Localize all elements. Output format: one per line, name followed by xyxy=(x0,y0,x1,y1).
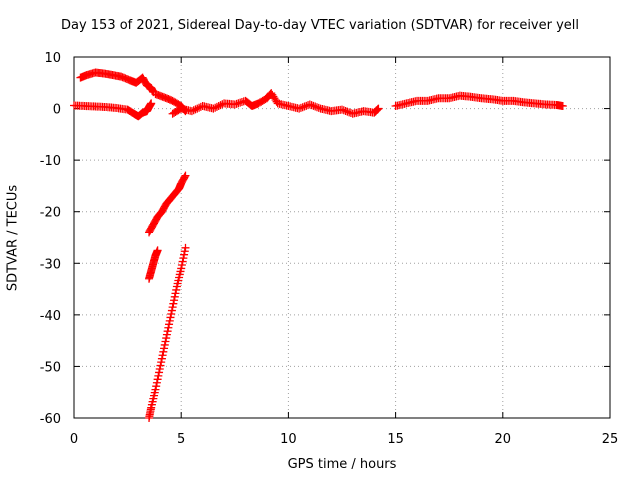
axis-ticks: 0 5 10 15 20 25 -60 -50 -40 -30 -20 -10 0 10 xyxy=(40,51,619,447)
plot-frame xyxy=(73,56,611,419)
x-tick-label: 20 xyxy=(495,432,512,447)
y-tick-label: -40 xyxy=(40,309,61,324)
data-point-marker xyxy=(212,102,221,111)
data-point-marker xyxy=(295,104,304,113)
data-point-marker xyxy=(160,340,169,349)
data-point-marker xyxy=(180,172,189,181)
data-point-marker xyxy=(158,351,167,360)
data-point-marker xyxy=(177,264,186,273)
data-point-marker xyxy=(178,257,187,266)
data-point-marker xyxy=(157,358,166,367)
y-tick-label: -10 xyxy=(40,154,61,169)
data-point-marker xyxy=(179,254,188,263)
x-tick-label: 10 xyxy=(280,432,297,447)
data-point-marker xyxy=(305,100,314,109)
data-point-marker xyxy=(155,368,164,377)
x-tick-label: 5 xyxy=(177,432,185,447)
data-point-marker xyxy=(343,107,352,116)
y-axis-label: SDTVAR / TECUs xyxy=(5,184,21,292)
data-point-marker xyxy=(180,247,189,256)
data-point-marker xyxy=(309,101,318,110)
data-point-marker xyxy=(209,104,218,113)
data-point-marker xyxy=(170,296,179,305)
data-point-marker xyxy=(181,243,190,252)
data-point-marker xyxy=(161,337,170,346)
data-point-marker xyxy=(166,313,175,322)
data-point-marker xyxy=(373,105,382,114)
data-point-marker xyxy=(167,306,176,315)
data-point-marker xyxy=(167,309,176,318)
x-axis-label: GPS time / hours xyxy=(287,457,397,472)
data-point-marker xyxy=(314,103,323,112)
data-point-marker xyxy=(374,104,383,113)
y-tick-label: -60 xyxy=(40,412,61,427)
data-point-marker xyxy=(373,105,382,114)
data-point-marker xyxy=(181,171,190,180)
data-point-marker xyxy=(338,105,346,114)
data-point-marker xyxy=(156,361,165,370)
y-tick-label: -50 xyxy=(40,360,61,375)
data-point-marker xyxy=(162,330,171,339)
plot-border xyxy=(73,56,611,419)
data-point-marker xyxy=(372,106,381,115)
data-point-marker xyxy=(147,99,156,108)
data-point-marker xyxy=(298,103,307,112)
data-point-marker xyxy=(311,102,320,111)
data-point-marker xyxy=(180,250,189,259)
data-point-marker xyxy=(154,371,163,380)
data-point-marker xyxy=(153,246,162,255)
data-point-marker xyxy=(339,106,348,115)
data-point-marker xyxy=(168,303,177,312)
data-point-marker xyxy=(216,101,225,110)
data-point-marker xyxy=(155,365,164,374)
data-point-marker xyxy=(163,327,172,336)
data-point-marker xyxy=(312,103,321,112)
data-point-marker xyxy=(193,104,202,113)
y-tick-label: -30 xyxy=(40,257,61,272)
x-tick-label: 25 xyxy=(602,432,619,447)
data-point-marker xyxy=(152,382,161,391)
data-point-marker xyxy=(345,108,354,117)
y-tick-label: 10 xyxy=(44,51,61,66)
data-point-marker xyxy=(164,323,173,332)
x-tick-label: 0 xyxy=(70,432,78,447)
data-point-marker xyxy=(177,261,186,270)
data-point-marker xyxy=(151,385,160,394)
chart-title: Day 153 of 2021, Sidereal Day-to-day VTE… xyxy=(60,18,580,33)
data-point-marker xyxy=(300,102,309,111)
data-point-marker xyxy=(162,334,171,343)
data-point-marker xyxy=(172,285,181,294)
data-point-marker xyxy=(191,105,200,114)
data-point-marker xyxy=(214,101,223,110)
y-tick-label: -20 xyxy=(40,206,61,221)
data-point-marker xyxy=(169,299,178,308)
data-point-marker xyxy=(157,354,166,363)
data-point-marker xyxy=(558,101,567,110)
y-tick-label: 0 xyxy=(53,103,61,118)
data-point-marker xyxy=(165,316,174,325)
data-point-marker xyxy=(159,347,168,356)
data-point-marker xyxy=(165,320,174,329)
data-point-marker xyxy=(160,344,169,353)
data-point-marker xyxy=(187,107,196,116)
data-point-marker xyxy=(153,375,162,384)
data-point-marker xyxy=(341,106,350,115)
data-point-marker xyxy=(302,101,311,110)
data-point-marker xyxy=(152,378,161,387)
data-point-marker xyxy=(195,103,204,112)
data-point-marker xyxy=(170,292,179,301)
data-point-marker xyxy=(307,101,316,110)
data-point-marker xyxy=(171,289,180,298)
x-tick-label: 15 xyxy=(387,432,404,447)
data-point-marker xyxy=(211,103,220,112)
data-point-marker xyxy=(189,106,198,115)
data-points xyxy=(70,68,567,422)
data-point-marker xyxy=(296,103,305,112)
